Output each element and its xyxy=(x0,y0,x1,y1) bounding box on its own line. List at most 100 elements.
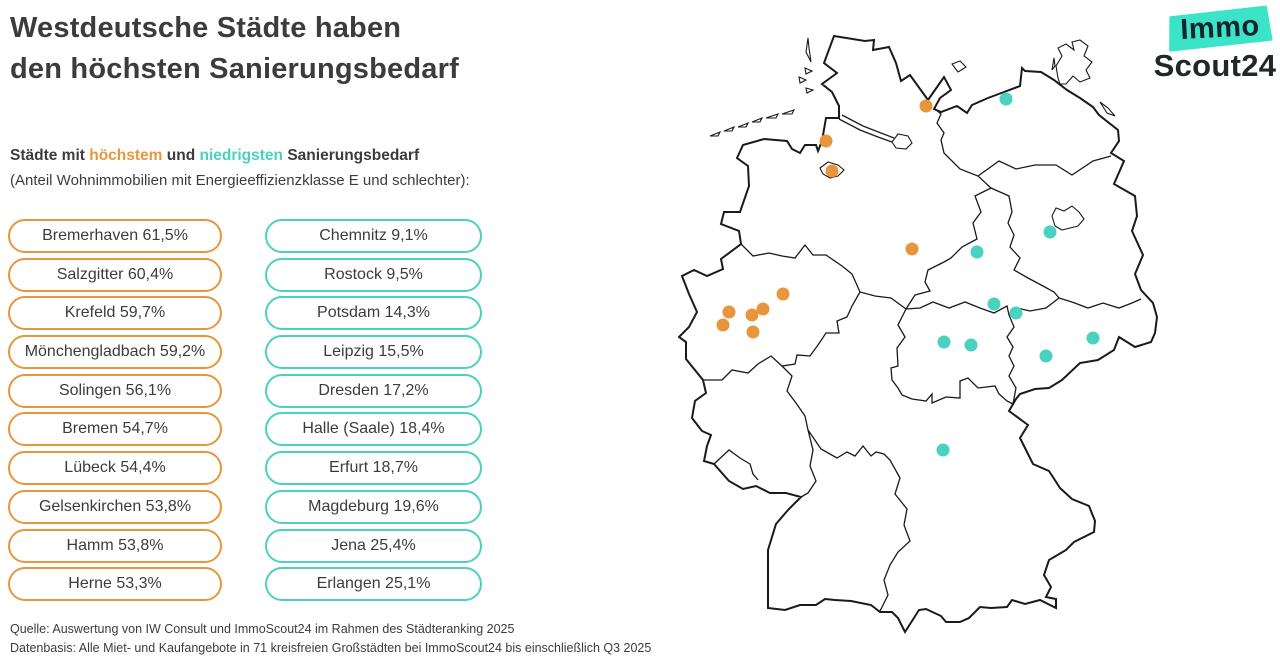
city-marker-krefeld xyxy=(722,305,736,319)
border-thuringia-west-south xyxy=(890,308,1014,405)
subtitle-word-lowest: niedrigsten xyxy=(199,147,284,164)
germany-map xyxy=(677,34,1159,635)
city-pill-label: Erlangen 25,1% xyxy=(316,575,431,593)
city-pill-label: Bremen 54,7% xyxy=(62,420,168,438)
immoscout24-logo: Immo Scout24 xyxy=(1150,8,1280,82)
city-pill-label: Mönchengladbach 59,2% xyxy=(24,343,206,361)
city-marker-luebeck xyxy=(919,99,933,113)
city-pill-label: Salzgitter 60,4% xyxy=(56,265,174,283)
city-pill-label: Rostock 9,5% xyxy=(324,265,423,283)
subtitle: Städte mit höchstem und niedrigsten Sani… xyxy=(10,147,419,165)
hamburg-outline xyxy=(891,133,913,150)
border-ls-south xyxy=(740,243,907,310)
city-pill-high: Gelsenkirchen 53,8% xyxy=(8,489,222,524)
berlin-outline xyxy=(1051,205,1085,231)
city-marker-rostock xyxy=(999,92,1013,106)
fehmarn-island xyxy=(951,60,967,73)
city-pill-label: Solingen 56,1% xyxy=(58,381,172,399)
city-marker-erfurt xyxy=(937,335,951,349)
ruegen-island xyxy=(1055,39,1093,85)
bremen-outline xyxy=(819,161,845,179)
city-pill-label: Krefeld 59,7% xyxy=(64,304,166,322)
city-pill-high: Lübeck 54,4% xyxy=(8,451,222,486)
city-pill-low: Erfurt 18,7% xyxy=(265,451,482,486)
city-pill-high: Salzgitter 60,4% xyxy=(8,257,222,292)
city-marker-salzgitter xyxy=(905,242,919,256)
city-marker-erlangen xyxy=(936,443,950,457)
subtitle-line2: (Anteil Wohnimmobilien mit Energieeffizi… xyxy=(10,172,470,189)
source-note: Quelle: Auswertung von IW Consult und Im… xyxy=(10,620,651,658)
city-pill-high: Herne 53,3% xyxy=(8,567,222,602)
source-line1: Quelle: Auswertung von IW Consult und Im… xyxy=(10,622,515,636)
city-marker-moenchengladbach xyxy=(716,318,730,332)
city-pill-high: Bremen 54,7% xyxy=(8,412,222,447)
page-title: Westdeutsche Städte haben den höchsten S… xyxy=(10,8,459,90)
city-pill-label: Lübeck 54,4% xyxy=(64,459,166,477)
germany-outline xyxy=(677,34,1159,635)
city-marker-potsdam xyxy=(1043,225,1057,239)
city-marker-jena xyxy=(964,338,978,352)
city-marker-hamm xyxy=(776,287,790,301)
city-pill-label: Dresden 17,2% xyxy=(318,381,429,399)
map-markers xyxy=(716,92,1100,457)
usedom-island xyxy=(1099,101,1116,117)
city-pill-high: Bremerhaven 61,5% xyxy=(8,219,222,253)
city-pill-label: Hamm 53,8% xyxy=(66,536,164,554)
city-marker-leipzig xyxy=(1009,306,1023,320)
title-line1: Westdeutsche Städte haben xyxy=(10,12,402,44)
city-marker-gelsenkirchen xyxy=(745,308,759,322)
border-mv-bb xyxy=(977,155,1112,177)
city-pill-low: Dresden 17,2% xyxy=(265,373,482,408)
city-marker-dresden xyxy=(1086,331,1100,345)
city-pill-low: Leipzig 15,5% xyxy=(265,335,482,370)
city-marker-halle-saale xyxy=(987,297,1001,311)
city-pill-label: Jena 25,4% xyxy=(331,536,416,554)
city-marker-magdeburg xyxy=(970,245,984,259)
city-pill-label: Erfurt 18,7% xyxy=(329,459,418,477)
border-thuringia-saxony xyxy=(1006,314,1017,405)
source-line2: Datenbasis: Alle Miet- und Kaufangebote … xyxy=(10,641,652,655)
elbe-river-line2 xyxy=(841,114,895,139)
city-pill-low: Halle (Saale) 18,4% xyxy=(265,412,482,447)
hiddensee-island xyxy=(1051,57,1056,71)
east-frisian-islands xyxy=(709,109,796,137)
city-list-lowest: Chemnitz 9,1% Rostock 9,5% Potsdam 14,3% Le… xyxy=(265,219,482,606)
city-marker-solingen xyxy=(746,325,760,339)
logo-immo-badge: Immo xyxy=(1167,5,1273,51)
city-list-highest: Bremerhaven 61,5% Salzgitter 60,4% Krefeld… xyxy=(8,219,222,606)
city-pill-high: Hamm 53,8% xyxy=(8,528,222,563)
city-marker-bremen xyxy=(825,164,839,178)
city-pill-high: Krefeld 59,7% xyxy=(8,296,222,331)
city-pill-label: Chemnitz 9,1% xyxy=(319,227,428,244)
logo-scout24-text: Scout24 xyxy=(1153,48,1277,83)
city-pill-low: Chemnitz 9,1% xyxy=(265,219,482,253)
title-line2: den höchsten Sanierungsbedarf xyxy=(10,53,459,85)
city-pill-high: Mönchengladbach 59,2% xyxy=(8,335,222,370)
subtitle-part2: und xyxy=(162,147,200,164)
border-nrw-south xyxy=(703,291,861,381)
city-pill-low: Magdeburg 19,6% xyxy=(265,489,482,524)
city-pill-low: Rostock 9,5% xyxy=(265,257,482,292)
border-bb-saxony xyxy=(1058,297,1142,309)
city-marker-chemnitz xyxy=(1039,349,1053,363)
elbe-river-line xyxy=(838,118,893,143)
city-marker-herne xyxy=(756,302,770,316)
city-pill-low: Erlangen 25,1% xyxy=(265,567,482,602)
city-pill-low: Jena 25,4% xyxy=(265,528,482,563)
city-pill-label: Leipzig 15,5% xyxy=(323,343,424,361)
city-pill-label: Halle (Saale) 18,4% xyxy=(302,420,445,438)
city-pill-label: Gelsenkirchen 53,8% xyxy=(38,497,192,515)
border-rp-hesse xyxy=(781,365,817,498)
city-pill-high: Solingen 56,1% xyxy=(8,373,222,408)
border-ls-sa xyxy=(905,187,992,310)
city-pill-label: Magdeburg 19,6% xyxy=(308,497,439,515)
logo-immo-text: Immo xyxy=(1179,9,1261,47)
border-hesse-bw-bavaria xyxy=(807,429,911,612)
north-frisian-islands xyxy=(798,37,815,94)
subtitle-part3: Sanierungsbedarf xyxy=(283,147,420,164)
city-marker-bremerhaven xyxy=(819,134,833,148)
subtitle-word-highest: höchstem xyxy=(89,147,163,164)
city-pill-label: Bremerhaven 61,5% xyxy=(42,227,188,244)
city-pill-low: Potsdam 14,3% xyxy=(265,296,482,331)
city-pill-label: Herne 53,3% xyxy=(68,575,162,593)
